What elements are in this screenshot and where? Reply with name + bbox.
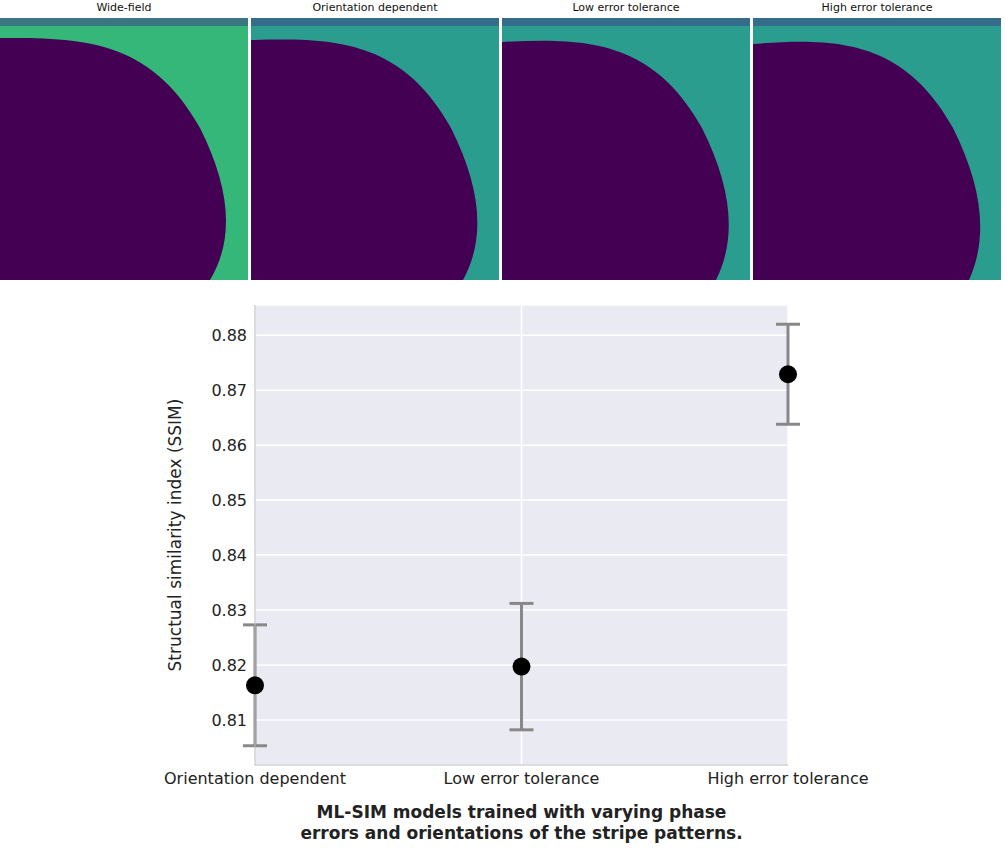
html-text:Low error tolerance: Low error tolerance [572, 1, 680, 14]
svg-text:Low error tolerance: Low error tolerance [444, 769, 600, 788]
svg-text:0.87: 0.87 [211, 381, 247, 400]
svg-text:Structual similarity index (SS: Structual similarity index (SSIM) [165, 399, 185, 672]
html-text:High error tolerance: High error tolerance [821, 1, 933, 14]
svg-text:Orientation dependent: Orientation dependent [164, 769, 346, 788]
svg-text:0.86: 0.86 [211, 436, 247, 455]
svg-text:0.85: 0.85 [211, 491, 247, 510]
svg-text:0.88: 0.88 [211, 326, 247, 345]
html-text:ML-SIM models trained with var: ML-SIM models trained with varying phase… [300, 802, 743, 843]
html-text:Wide-field: Wide-field [96, 1, 152, 14]
svg-text:High error tolerance: High error tolerance [707, 769, 868, 788]
svg-text:0.82: 0.82 [211, 656, 247, 675]
svg-text:0.83: 0.83 [211, 601, 247, 620]
html-text:Orientation dependent: Orientation dependent [312, 1, 438, 14]
svg-text:0.81: 0.81 [211, 711, 247, 730]
svg-text:0.84: 0.84 [211, 546, 247, 565]
